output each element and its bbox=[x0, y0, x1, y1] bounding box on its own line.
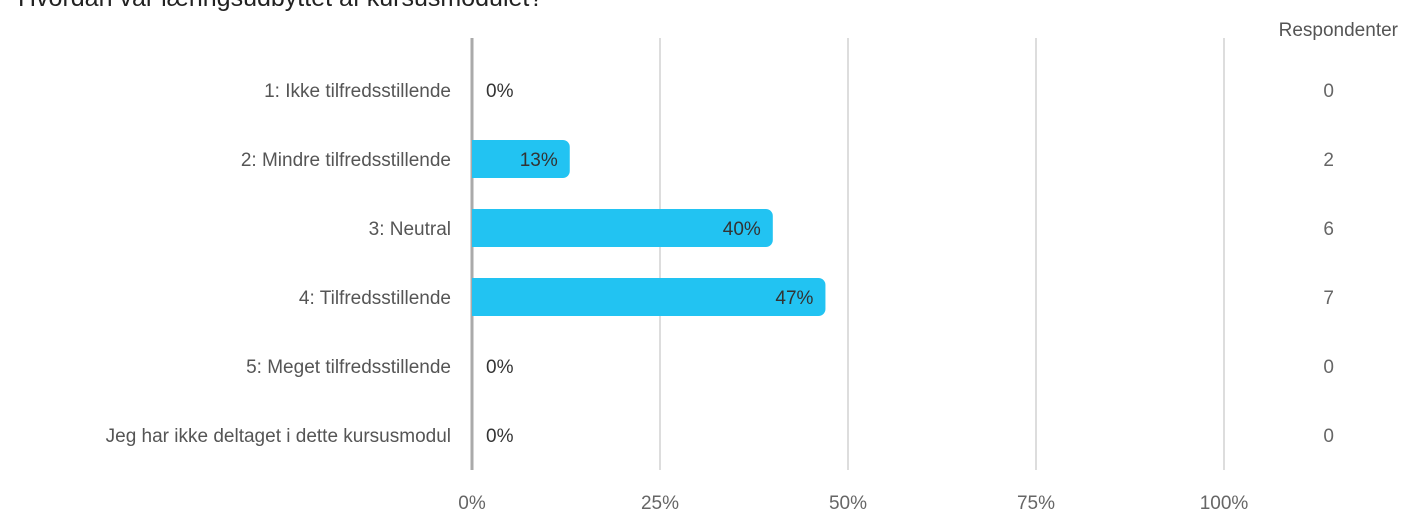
x-tick-label: 0% bbox=[458, 493, 486, 514]
grid-lines bbox=[470, 38, 1225, 470]
bar-value-label: 40% bbox=[723, 219, 761, 240]
category-labels: 1: Ikke tilfredsstillende 2: Mindre tilfr… bbox=[106, 81, 451, 447]
bar-value-label: 0% bbox=[486, 81, 514, 102]
respondent-count: 0 bbox=[1323, 426, 1334, 447]
respondent-count: 7 bbox=[1323, 288, 1334, 309]
bar-rect-left bbox=[472, 278, 482, 316]
x-tick-label: 75% bbox=[1017, 493, 1055, 514]
category-label: 3: Neutral bbox=[369, 219, 451, 240]
category-label: Jeg har ikke deltaget i dette kursusmodu… bbox=[106, 426, 451, 447]
bar bbox=[472, 278, 826, 316]
chart-title: Hvordan var læringsudbyttet af kursusmod… bbox=[18, 0, 543, 12]
category-label: 1: Ikke tilfredsstillende bbox=[264, 81, 451, 102]
bar-value-label: 0% bbox=[486, 357, 514, 378]
bar-rect bbox=[472, 278, 826, 316]
bar-value-label: 13% bbox=[520, 150, 558, 171]
bar-rect bbox=[472, 209, 773, 247]
bars: 0% 13% 40% 47% 0% 0% bbox=[472, 81, 826, 447]
respondent-count: 2 bbox=[1323, 150, 1334, 171]
respondent-count: 0 bbox=[1323, 81, 1334, 102]
respondents-header: Respondenter bbox=[1279, 20, 1399, 41]
respondent-count: 0 bbox=[1323, 357, 1334, 378]
bar-value-label: 0% bbox=[486, 426, 514, 447]
bar bbox=[472, 140, 570, 178]
category-label: 5: Meget tilfredsstillende bbox=[246, 357, 451, 378]
bar bbox=[472, 209, 773, 247]
bar-rect-left bbox=[472, 209, 482, 247]
category-label: 2: Mindre tilfredsstillende bbox=[241, 150, 451, 171]
respondent-counts: 0 2 6 7 0 0 bbox=[1323, 81, 1334, 447]
bar-value-label: 47% bbox=[775, 288, 813, 309]
x-tick-label: 50% bbox=[829, 493, 867, 514]
x-tick-label: 100% bbox=[1200, 493, 1249, 514]
x-tick-label: 25% bbox=[641, 493, 679, 514]
category-label: 4: Tilfredsstillende bbox=[299, 288, 451, 309]
respondent-count: 6 bbox=[1323, 219, 1334, 240]
bar-rect-left bbox=[472, 140, 482, 178]
x-axis-ticks: 0% 25% 50% 75% 100% bbox=[458, 493, 1248, 514]
bar-rect bbox=[472, 140, 570, 178]
